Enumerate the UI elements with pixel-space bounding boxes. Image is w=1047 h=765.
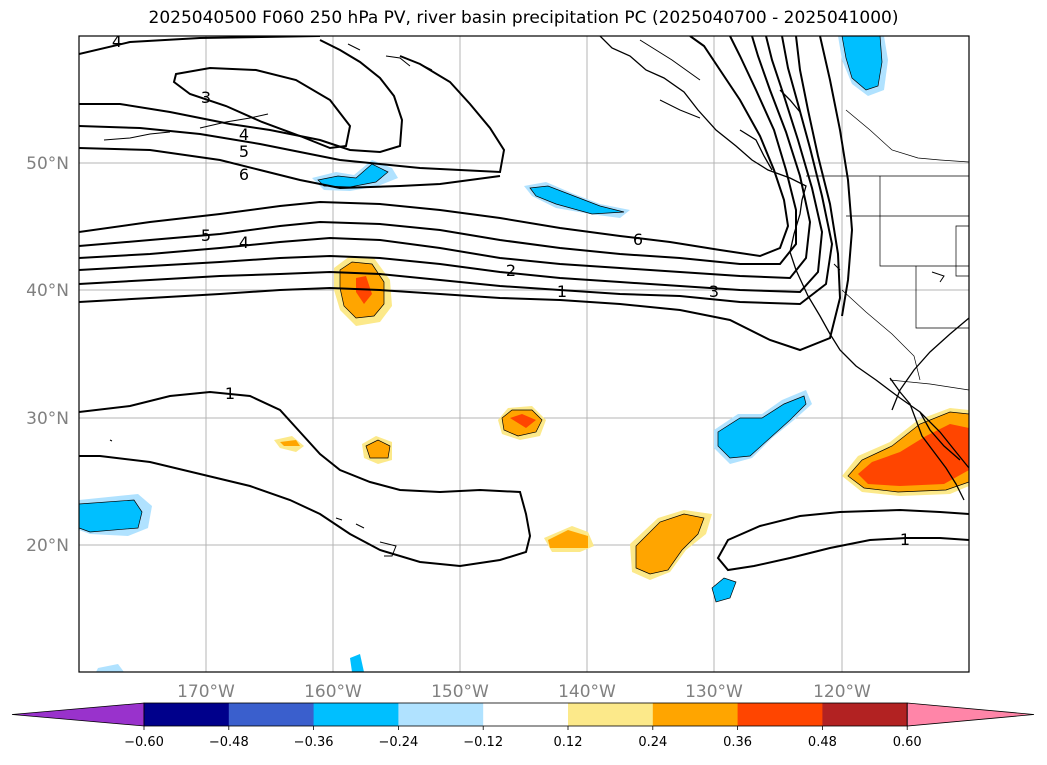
pv-contour-line <box>79 36 797 265</box>
pv-contour-line <box>79 55 506 174</box>
positive-anomaly-blob <box>280 440 300 446</box>
lon-label: 130°W <box>685 682 743 702</box>
lon-label: 170°W <box>177 682 235 702</box>
colorbar-segment <box>228 703 315 726</box>
colorbar-tick-label: −0.24 <box>378 735 418 750</box>
colorbar-tick-label: −0.12 <box>463 735 503 750</box>
lat-label: 40°N <box>26 281 69 301</box>
colorbar-segment <box>822 703 908 726</box>
lon-label: 160°W <box>304 682 362 702</box>
colorbar-segment <box>144 703 230 726</box>
contour-label: 6 <box>633 230 643 249</box>
negative-anomaly-blob <box>842 36 882 90</box>
negative-anomaly-blob <box>96 664 124 672</box>
contour-label: 5 <box>239 142 249 161</box>
lon-label: 140°W <box>558 682 616 702</box>
negative-anomaly-blob <box>350 654 364 672</box>
political-borders <box>806 109 969 391</box>
contour-label: 4 <box>239 233 249 252</box>
colorbar-tick-label: 0.12 <box>554 735 583 750</box>
colorbar-tick-label: 0.24 <box>638 735 667 750</box>
colorbar-segment <box>313 703 399 726</box>
lat-label: 20°N <box>26 536 69 556</box>
map-area <box>79 36 969 672</box>
pv-contour-line <box>79 36 321 55</box>
latitude-labels: 50°N 40°N 30°N 20°N <box>26 154 69 556</box>
pv-contour-line <box>79 36 834 306</box>
positive-anomaly-blob <box>548 530 588 548</box>
positive-anomaly-blob <box>366 440 390 458</box>
colorbar-tick-label: −0.48 <box>209 735 249 750</box>
contour-label: 4 <box>239 125 249 144</box>
pv-contour-line <box>79 36 790 258</box>
colorbar-segment <box>568 703 654 726</box>
contour-label: 1 <box>557 282 567 301</box>
pv-contour-line <box>79 36 824 294</box>
contour-label: 4 <box>112 32 122 51</box>
pv-contour-line <box>79 36 812 280</box>
map-border <box>78 35 970 673</box>
pv-contour-line <box>79 39 404 154</box>
pv-contour-line <box>819 36 854 317</box>
colorbar-tick-label: 0.60 <box>893 735 922 750</box>
lon-label: 120°W <box>813 682 871 702</box>
colorbar-segment <box>652 703 739 726</box>
contour-label: 1 <box>225 384 235 403</box>
longitude-labels: 170°W 160°W 150°W 140°W 130°W 120°W <box>177 682 871 702</box>
colorbar-tick-label: −0.60 <box>124 735 164 750</box>
islands <box>103 39 945 557</box>
contour-labels: 4 3 4 5 6 5 4 6 2 1 3 1 1 <box>112 32 910 549</box>
pv-contour-line <box>79 36 842 352</box>
colorbar-tick-label: −0.36 <box>294 735 334 750</box>
map-title: 2025040500 F060 250 hPa PV, river basin … <box>148 8 899 28</box>
contour-label: 1 <box>900 530 910 549</box>
pv-contours <box>79 36 969 572</box>
negative-anomaly-blob <box>318 164 388 187</box>
negative-anomaly-blob <box>718 396 806 458</box>
lat-label: 30°N <box>26 409 69 429</box>
positive-anomaly-blob <box>510 414 536 428</box>
colorbar-segment <box>483 703 569 726</box>
contour-label: 3 <box>201 88 211 107</box>
lon-label: 150°W <box>431 682 489 702</box>
negative-anomaly-blob <box>530 186 624 214</box>
pv-contour-line <box>79 147 501 190</box>
lat-label: 50°N <box>26 154 69 174</box>
colorbar-extend-high <box>906 702 1035 727</box>
contour-label: 2 <box>506 261 516 280</box>
colorbar-segment <box>737 703 823 726</box>
colorbar: −0.60 −0.48 −0.36 −0.24 −0.12 0.12 0.24 0.36 0.4… <box>11 702 1035 750</box>
pv-contour-line <box>79 390 532 568</box>
negative-anomaly-blob <box>712 578 736 602</box>
contour-label: 6 <box>239 165 249 184</box>
colorbar-segment <box>398 703 484 726</box>
contour-label: 5 <box>201 226 211 245</box>
contour-label: 3 <box>709 282 719 301</box>
colorbar-tick-label: 0.36 <box>723 735 752 750</box>
colorbar-tick-label: 0.48 <box>808 735 837 750</box>
negative-anomaly-blob <box>79 500 142 532</box>
pv-contour-line <box>716 508 969 572</box>
colorbar-extend-low <box>11 702 145 727</box>
blob-outlines <box>79 36 969 603</box>
precipitation-shading <box>79 36 969 672</box>
colorbar-outline <box>143 702 908 727</box>
positive-anomaly-blob <box>858 424 969 486</box>
